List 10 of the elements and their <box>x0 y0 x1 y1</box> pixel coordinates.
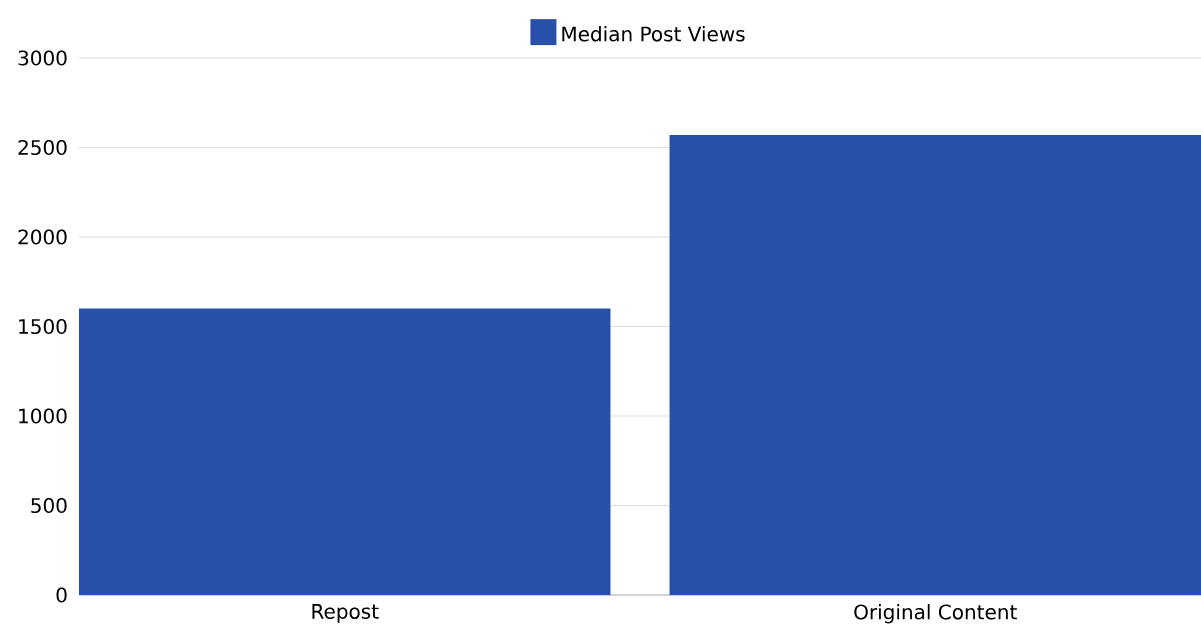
y-tick-label: 2000 <box>18 229 67 245</box>
x-tick-label: Repost <box>312 604 379 623</box>
y-tick-label: 500 <box>31 497 67 514</box>
y-tick-label: 1000 <box>19 408 67 424</box>
y-tick-label: 3000 <box>18 50 67 66</box>
legend-label: Median Post Views <box>562 26 745 42</box>
y-tick-label: 2500 <box>18 139 67 156</box>
y-tick-label: 1500 <box>19 318 67 335</box>
x-tick-label: Original Content <box>854 604 1017 624</box>
y-tick-label: 0 <box>56 587 67 603</box>
